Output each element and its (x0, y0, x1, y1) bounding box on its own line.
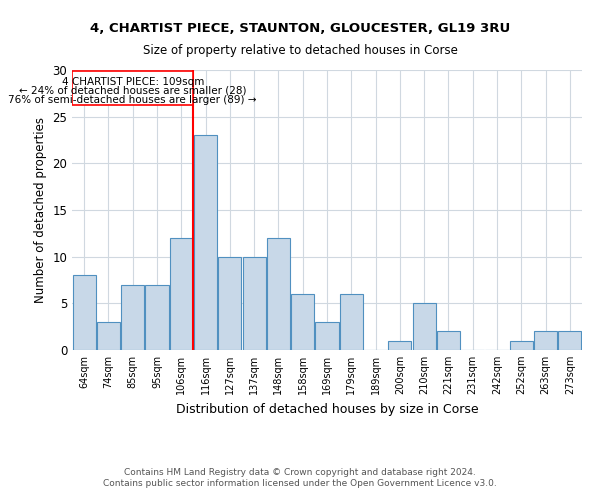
Bar (291, 294, 314, 350)
Bar (97, 322, 120, 350)
Bar (72, 72, 193, 106)
Text: Size of property relative to detached houses in Corse: Size of property relative to detached ho… (143, 44, 457, 57)
Bar (437, 332, 460, 350)
Bar (170, 238, 193, 350)
Bar (145, 284, 169, 350)
Bar (510, 340, 533, 350)
Bar (559, 332, 581, 350)
Text: ← 24% of detached houses are smaller (28): ← 24% of detached houses are smaller (28… (19, 86, 247, 96)
X-axis label: Distribution of detached houses by size in Corse: Distribution of detached houses by size … (176, 402, 478, 415)
Bar (340, 294, 363, 350)
Text: 76% of semi-detached houses are larger (89) →: 76% of semi-detached houses are larger (… (8, 94, 257, 104)
Text: 4, CHARTIST PIECE, STAUNTON, GLOUCESTER, GL19 3RU: 4, CHARTIST PIECE, STAUNTON, GLOUCESTER,… (90, 22, 510, 36)
Y-axis label: Number of detached properties: Number of detached properties (34, 117, 47, 303)
Bar (218, 256, 241, 350)
Text: 4 CHARTIST PIECE: 109sqm: 4 CHARTIST PIECE: 109sqm (62, 77, 204, 87)
Bar (388, 340, 412, 350)
Bar (121, 284, 144, 350)
Bar (194, 136, 217, 350)
Bar (242, 256, 266, 350)
Bar (73, 276, 95, 350)
Bar (534, 332, 557, 350)
Bar (413, 304, 436, 350)
Bar (267, 238, 290, 350)
Bar (316, 322, 338, 350)
Text: Contains HM Land Registry data © Crown copyright and database right 2024.
Contai: Contains HM Land Registry data © Crown c… (103, 468, 497, 487)
